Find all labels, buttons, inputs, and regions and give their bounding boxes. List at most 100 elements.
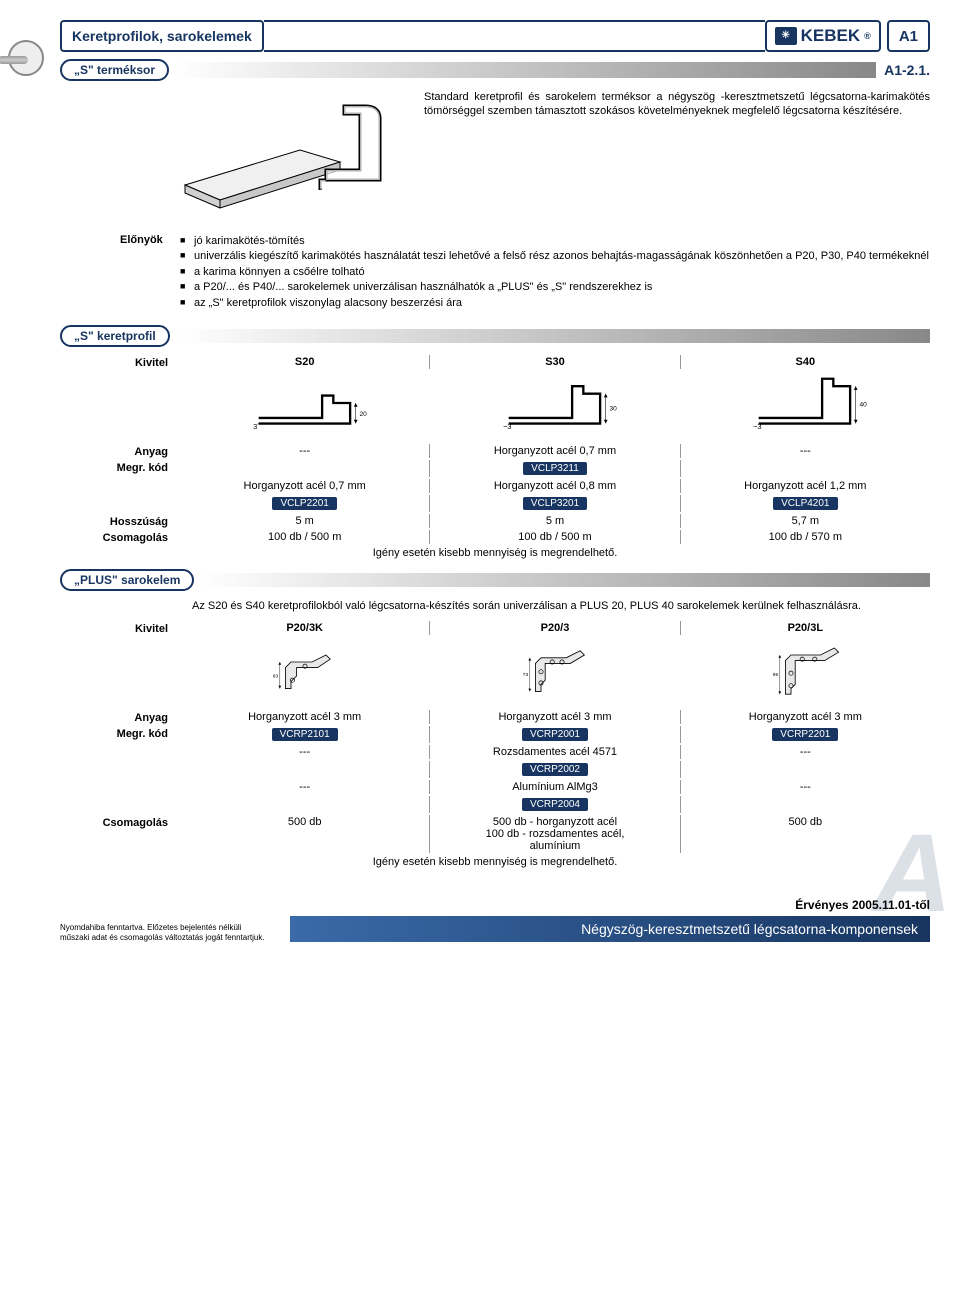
plus-cell: Alumínium AlMg3	[430, 780, 680, 794]
plus-variant-0: P20/3K	[180, 621, 430, 635]
plus-cell: VCRP2004	[430, 796, 680, 813]
plus-cell	[681, 796, 930, 813]
plus-cell: VCRP2001	[430, 726, 680, 743]
plus-cell: VCRP2101	[180, 726, 430, 743]
s-variant-2: S40	[681, 355, 930, 369]
s-row: Horganyzott acél 0,7 mmHorganyzott acél …	[60, 479, 930, 493]
plus-row: VCRP2004	[60, 796, 930, 813]
svg-text:95: 95	[773, 672, 779, 678]
s-row: Hosszúság5 m5 m5,7 m	[60, 514, 930, 528]
section-s-header: „S" keretprofil	[60, 325, 930, 347]
s-cell: Horganyzott acél 0,8 mm	[430, 479, 680, 493]
s-row-label: Csomagolás	[60, 530, 180, 544]
product-code-badge: VCRP2001	[522, 728, 588, 741]
section-plus-note: Igény esetén kisebb mennyiség is megrend…	[60, 856, 930, 868]
plus-cell	[180, 796, 430, 813]
plus-cell: 500 db - horganyzott acél100 db - rozsda…	[430, 815, 680, 853]
plus-cell: Rozsdamentes acél 4571	[430, 745, 680, 759]
plus-row-label	[60, 796, 180, 798]
product-code-badge: VCRP2002	[522, 763, 588, 776]
s-cell: Horganyzott acél 0,7 mm	[430, 444, 680, 458]
plus-row: VCRP2002	[60, 761, 930, 778]
s-cell: Horganyzott acél 0,7 mm	[180, 479, 430, 493]
plus-cell: ---	[180, 780, 430, 794]
advantage-item: az „S" keretprofilok viszonylag alacsony…	[180, 296, 930, 311]
series-row: „S" terméksor A1-2.1.	[60, 58, 930, 82]
logo-mark-icon: ✳	[775, 27, 797, 45]
plus-row: Anyag Horganyzott acél 3 mmHorganyzott ac…	[60, 710, 930, 724]
product-code-badge: VCLP3201	[523, 497, 587, 510]
plus-row: Csomagolás500 db500 db - horganyzott acé…	[60, 815, 930, 853]
header-title: Keretprofilok, sarokelemek	[60, 20, 264, 52]
s-row: Anyag---Horganyzott acél 0,7 mm---	[60, 444, 930, 458]
s-cell: ---	[180, 444, 430, 458]
product-code-badge: VCLP3211	[523, 462, 587, 475]
section-s-note: Igény esetén kisebb mennyiség is megrend…	[60, 547, 930, 559]
s-row-label: Hosszúság	[60, 514, 180, 528]
p20-3-icon: 73	[520, 641, 590, 697]
svg-text:30: 30	[609, 405, 617, 412]
section-plus-header: „PLUS" sarokelem	[60, 569, 930, 591]
s-variant-0: S20	[180, 355, 430, 369]
s-variant-1: S30	[430, 355, 680, 369]
intro-block: Standard keretprofil és sarokelem termék…	[180, 90, 930, 220]
plus-cell	[681, 761, 930, 778]
svg-text:~3˝: ~3˝	[753, 422, 764, 431]
plus-profile-diagrams: 63 73 95	[60, 639, 930, 702]
footer-disclaimer: Nyomdahiba fenntartva. Előzetes bejelent…	[60, 923, 290, 942]
section-plus-intro: Az S20 és S40 keretprofilokból való légc…	[192, 599, 930, 613]
s-kivitel-row: Kivitel S20 S30 S40	[60, 355, 930, 369]
brand-logo: ✳ KEBEK ®	[765, 20, 881, 52]
svg-text:3˝: 3˝	[253, 422, 260, 431]
plus-cell: Horganyzott acél 3 mm	[681, 710, 930, 724]
hero-profile-diagram	[180, 90, 410, 220]
p20-3k-icon: 63	[270, 641, 340, 697]
page-code: A1	[887, 20, 930, 52]
s-cell	[180, 460, 430, 477]
grad-bar	[175, 62, 876, 78]
product-code-badge: VCRP2101	[272, 728, 338, 741]
footer: A Érvényes 2005.11.01-től Nyomdahiba fen…	[60, 898, 930, 942]
advantage-item: a karima könnyen a csőélre tolható	[180, 265, 930, 280]
svg-text:40: 40	[859, 402, 867, 409]
s40-profile-icon: 40 ~3˝	[740, 375, 871, 431]
footer-category: Négyszög-keresztmetszetű légcsatorna-kom…	[290, 916, 930, 942]
plus-row: Megr. kódVCRP2101VCRP2001VCRP2201	[60, 726, 930, 743]
plus-cell: ---	[681, 745, 930, 759]
s-cell: 5,7 m	[681, 514, 930, 528]
series-pill: „S" terméksor	[60, 59, 169, 81]
s-cell: 5 m	[430, 514, 680, 528]
s-cell: ---	[681, 444, 930, 458]
plus-cell: ---	[681, 780, 930, 794]
section-plus-title: „PLUS" sarokelem	[60, 569, 194, 591]
plus-cell: 500 db	[180, 815, 430, 853]
header-divider	[264, 20, 765, 52]
plus-cell: 500 db	[681, 815, 930, 853]
plus-variant-2: P20/3L	[681, 621, 930, 635]
plus-variant-1: P20/3	[430, 621, 680, 635]
s20-profile-icon: 20 3˝	[240, 375, 371, 431]
product-code-badge: VCLP2201	[272, 497, 336, 510]
s-row-label: Megr. kód	[60, 460, 180, 474]
series-code: A1-2.1.	[884, 62, 930, 78]
svg-text:73: 73	[523, 672, 529, 678]
svg-text:~3˝: ~3˝	[503, 422, 514, 431]
s-row: VCLP2201 VCLP3201 VCLP4201	[60, 495, 930, 512]
plus-cell: VCRP2002	[430, 761, 680, 778]
s-row: Megr. kód VCLP3211	[60, 460, 930, 477]
section-s-title: „S" keretprofil	[60, 325, 170, 347]
s-cell: VCLP2201	[180, 495, 430, 512]
plus-cell: Horganyzott acél 3 mm	[430, 710, 680, 724]
s-profile-diagrams: 20 3˝ 30 ~3˝ 40 ~3˝	[60, 373, 930, 436]
advantages-label: Előnyök	[120, 234, 180, 311]
svg-text:63: 63	[273, 674, 279, 680]
product-code-badge: VCLP4201	[773, 497, 837, 510]
s-cell: 100 db / 570 m	[681, 530, 930, 544]
s-row: Csomagolás100 db / 500 m100 db / 500 m10…	[60, 530, 930, 544]
plus-row-label	[60, 780, 180, 782]
s-row-label: Anyag	[60, 444, 180, 458]
s30-profile-icon: 30 ~3˝	[490, 375, 621, 431]
plus-row-label: Csomagolás	[60, 815, 180, 829]
p20-3l-icon: 95	[770, 641, 840, 697]
plus-row-label: Anyag	[60, 710, 180, 724]
